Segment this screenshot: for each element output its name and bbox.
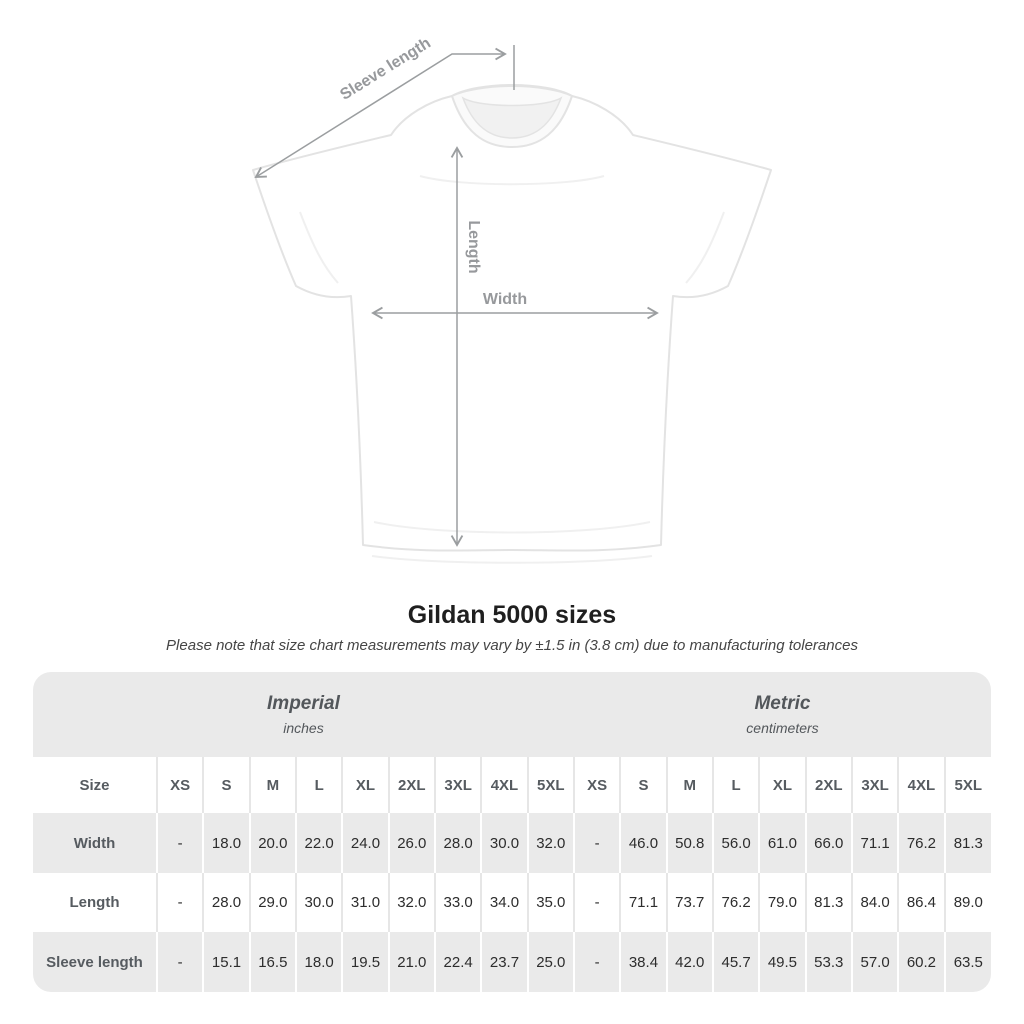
- metric-width-xl: 61.0: [758, 813, 806, 873]
- page-title: Gildan 5000 sizes: [407, 601, 617, 629]
- imperial-length-5xl: 35.0: [526, 873, 574, 932]
- metric-sleeve-length-2xl: 53.3: [804, 932, 852, 992]
- metric-group-title: Metric: [754, 692, 811, 714]
- sleeve-length-arrow: [254, 47, 507, 179]
- metric-sleeve-length-4xl: 60.2: [897, 932, 945, 992]
- metric-length-s: 71.1: [619, 873, 667, 932]
- tshirt-measurement-diagram: Sleeve length Length Width: [252, 35, 772, 564]
- imperial-width-4xl: 30.0: [480, 813, 528, 873]
- metric-size-header-xl: XL: [758, 757, 806, 813]
- metric-sleeve-length-s: 38.4: [619, 932, 667, 992]
- imperial-width-l: 22.0: [294, 813, 343, 873]
- size-chart-container: Imperial inches Metric centimeters Size X…: [33, 672, 991, 992]
- imperial-length-xl: 31.0: [341, 873, 389, 932]
- row-label-width: Width: [73, 834, 116, 852]
- imperial-length-4xl: 34.0: [480, 873, 528, 932]
- metric-width-m: 50.8: [665, 813, 713, 873]
- imperial-size-header-m: M: [248, 757, 296, 813]
- metric-length-xs: -: [572, 873, 621, 932]
- imperial-sleeve-length-4xl: 23.7: [480, 932, 528, 992]
- metric-size-header-2xl: 2XL: [804, 757, 852, 813]
- sleeve-length-label: Sleeve length: [337, 35, 433, 104]
- metric-size-header-s: S: [619, 757, 667, 813]
- metric-length-3xl: 84.0: [850, 873, 899, 932]
- imperial-group-title: Imperial: [267, 692, 340, 714]
- imperial-length-2xl: 32.0: [387, 873, 435, 932]
- imperial-length-m: 29.0: [248, 873, 296, 932]
- imperial-group-unit: inches: [283, 720, 324, 737]
- imperial-width-m: 20.0: [248, 813, 296, 873]
- length-label: Length: [465, 220, 482, 273]
- metric-sleeve-length-m: 42.0: [665, 932, 713, 992]
- imperial-size-header-2xl: 2XL: [387, 757, 435, 813]
- imperial-size-header-s: S: [202, 757, 250, 813]
- imperial-group-header: Imperial inches: [33, 672, 574, 757]
- size-column-header: Size: [79, 776, 110, 794]
- metric-size-header-3xl: 3XL: [850, 757, 899, 813]
- metric-length-l: 76.2: [711, 873, 760, 932]
- tolerance-note: Please note that size chart measurements…: [166, 637, 858, 654]
- metric-width-l: 56.0: [711, 813, 760, 873]
- metric-length-m: 73.7: [665, 873, 713, 932]
- width-label: Width: [483, 291, 527, 308]
- imperial-width-2xl: 26.0: [387, 813, 435, 873]
- imperial-size-header-4xl: 4XL: [480, 757, 528, 813]
- metric-length-xl: 79.0: [758, 873, 806, 932]
- unit-group-row: Imperial inches Metric centimeters: [33, 672, 991, 757]
- imperial-width-xl: 24.0: [341, 813, 389, 873]
- metric-size-header-5xl: 5XL: [943, 757, 991, 813]
- tshirt-illustration: [252, 84, 772, 564]
- imperial-sleeve-length-3xl: 22.4: [433, 932, 482, 992]
- imperial-width-xs: -: [155, 813, 204, 873]
- imperial-sleeve-length-5xl: 25.0: [526, 932, 574, 992]
- imperial-sleeve-length-xl: 19.5: [341, 932, 389, 992]
- imperial-width-3xl: 28.0: [433, 813, 482, 873]
- metric-size-header-l: L: [711, 757, 760, 813]
- metric-length-2xl: 81.3: [804, 873, 852, 932]
- imperial-size-header-l: L: [294, 757, 343, 813]
- size-chart-table: Imperial inches Metric centimeters Size X…: [33, 672, 991, 992]
- row-label-sleeve-length: Sleeve length: [46, 953, 143, 971]
- metric-sleeve-length-5xl: 63.5: [943, 932, 991, 992]
- metric-width-xs: -: [572, 813, 621, 873]
- imperial-size-header-5xl: 5XL: [526, 757, 574, 813]
- metric-width-5xl: 81.3: [943, 813, 991, 873]
- imperial-length-3xl: 33.0: [433, 873, 482, 932]
- imperial-length-l: 30.0: [294, 873, 343, 932]
- metric-sleeve-length-3xl: 57.0: [850, 932, 899, 992]
- imperial-sleeve-length-m: 16.5: [248, 932, 296, 992]
- metric-width-s: 46.0: [619, 813, 667, 873]
- metric-size-header-m: M: [665, 757, 713, 813]
- imperial-sleeve-length-xs: -: [155, 932, 204, 992]
- imperial-size-header-3xl: 3XL: [433, 757, 482, 813]
- imperial-sleeve-length-2xl: 21.0: [387, 932, 435, 992]
- metric-width-2xl: 66.0: [804, 813, 852, 873]
- metric-length-5xl: 89.0: [943, 873, 991, 932]
- row-label-length: Length: [69, 894, 120, 911]
- imperial-sleeve-length-l: 18.0: [294, 932, 343, 992]
- metric-sleeve-length-xl: 49.5: [758, 932, 806, 992]
- metric-size-header-xs: XS: [572, 757, 621, 813]
- imperial-size-header-xl: XL: [341, 757, 389, 813]
- metric-width-3xl: 71.1: [850, 813, 899, 873]
- metric-sleeve-length-xs: -: [572, 932, 621, 992]
- metric-width-4xl: 76.2: [897, 813, 945, 873]
- metric-group-unit: centimeters: [746, 720, 819, 737]
- imperial-width-5xl: 32.0: [526, 813, 574, 873]
- imperial-sleeve-length-s: 15.1: [202, 932, 250, 992]
- imperial-length-xs: -: [155, 873, 204, 932]
- imperial-length-s: 28.0: [202, 873, 250, 932]
- measurement-row-sleeve-length: Sleeve length -15.1 16.5 18.0 19.5 21.0 22.4 23…: [33, 932, 991, 992]
- measurement-row-length: Length -28.0 29.0 30.0 31.0 32.0 33.0 34.0 35.0-…: [33, 873, 991, 932]
- metric-sleeve-length-l: 45.7: [711, 932, 760, 992]
- metric-size-header-4xl: 4XL: [897, 757, 945, 813]
- measurement-row-width: Width -18.0 20.0 22.0 24.0 26.0 28.0 30.0 32.0-4…: [33, 813, 991, 873]
- imperial-size-header-xs: XS: [155, 757, 204, 813]
- metric-group-header: Metric centimeters: [573, 672, 991, 757]
- imperial-width-s: 18.0: [202, 813, 250, 873]
- size-header-row: Size XS S M L XL 2XL 3XL 4XL 5XL XS S M L XL 2XL 3XL 4XL 5…: [33, 757, 991, 813]
- metric-length-4xl: 86.4: [897, 873, 945, 932]
